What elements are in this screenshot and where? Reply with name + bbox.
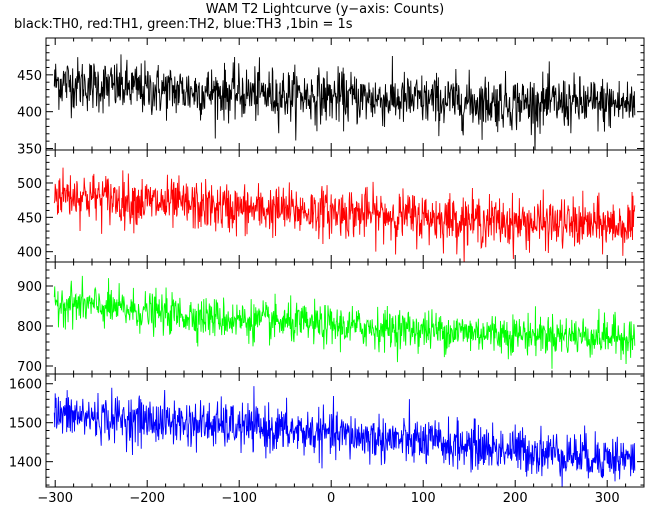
series-line-th3 [53, 386, 636, 487]
panel-frame-th2 [45, 261, 645, 375]
y-tick-label: 350 [17, 143, 42, 158]
y-tick-label: 1500 [9, 417, 42, 432]
x-tick-label: 100 [411, 491, 436, 505]
y-tick-label: 450 [17, 69, 42, 84]
y-tick-label: 400 [17, 246, 42, 261]
x-tick-label: −300 [37, 491, 73, 505]
y-tick-label: 800 [17, 320, 42, 335]
chart-subtitle: black:TH0, red:TH1, green:TH2, blue:TH3 … [14, 17, 353, 32]
x-tick-label: 200 [503, 491, 528, 505]
x-tick-label: −100 [221, 491, 257, 505]
x-tick-label: 300 [595, 491, 620, 505]
x-tick-label: 0 [327, 491, 335, 505]
y-tick-label: 1600 [9, 378, 42, 393]
series-line-th1 [53, 167, 636, 262]
y-tick-label: 450 [17, 211, 42, 226]
x-tick-label: −200 [129, 491, 165, 505]
y-tick-label: 500 [17, 177, 42, 192]
series-line-th2 [53, 275, 636, 369]
y-tick-label: 1400 [9, 456, 42, 471]
y-tick-label: 400 [17, 106, 42, 121]
chart-title: WAM T2 Lightcurve (y−axis: Counts) [205, 2, 445, 17]
y-tick-label: 700 [17, 360, 42, 375]
series-line-th0 [53, 54, 636, 150]
y-tick-label: 900 [17, 280, 42, 295]
